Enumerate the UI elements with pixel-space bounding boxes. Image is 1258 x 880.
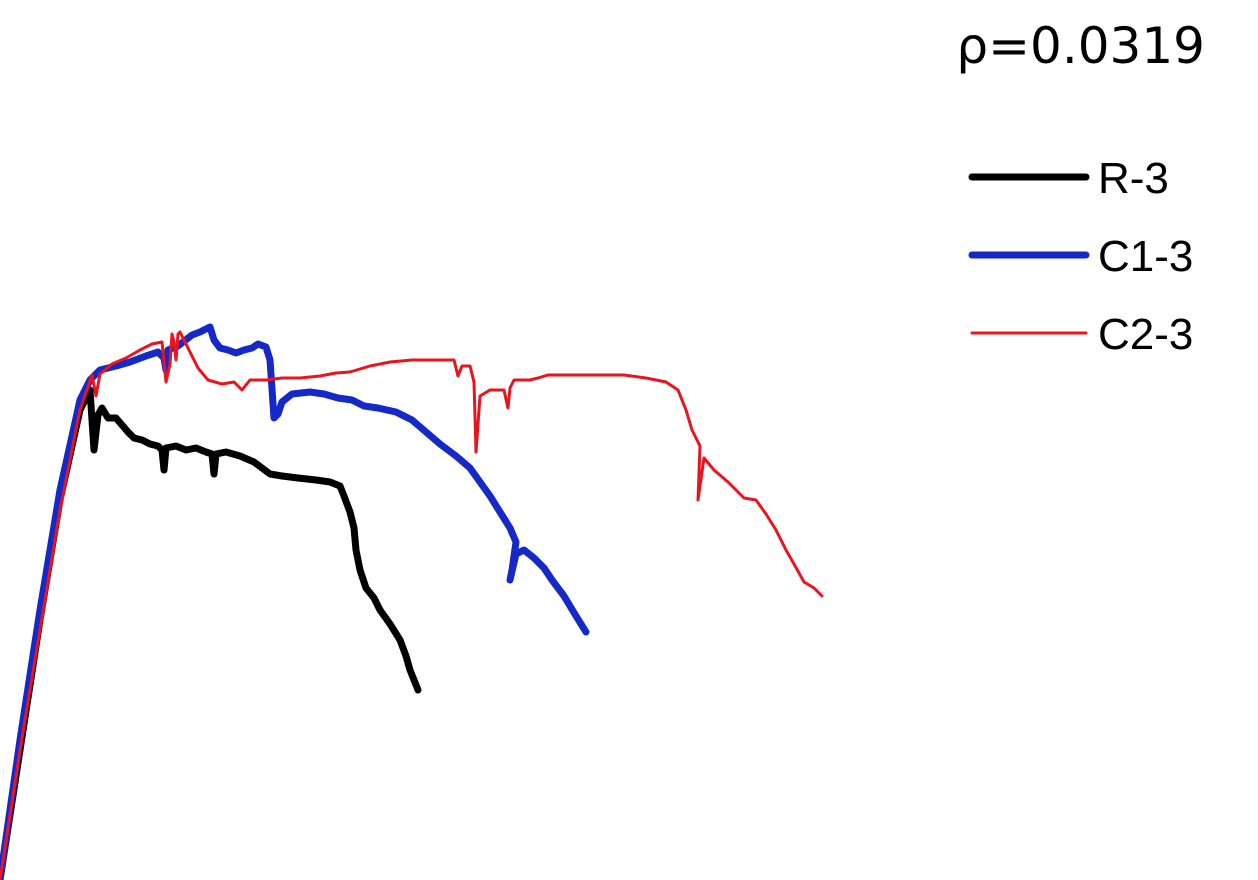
series-layer	[0, 323, 824, 880]
series-line-c1-3	[0, 323, 590, 880]
legend-label-c2-3: C2-3	[1098, 310, 1193, 359]
series-line-r-3	[0, 386, 422, 880]
legend: R-3 C1-3 C2-3	[968, 154, 1193, 359]
series-line-c2-3	[0, 330, 824, 880]
rho-annotation: ρ=0.0319	[956, 17, 1205, 75]
legend-label-r-3: R-3	[1098, 154, 1169, 203]
legend-label-c1-3: C1-3	[1098, 232, 1193, 281]
